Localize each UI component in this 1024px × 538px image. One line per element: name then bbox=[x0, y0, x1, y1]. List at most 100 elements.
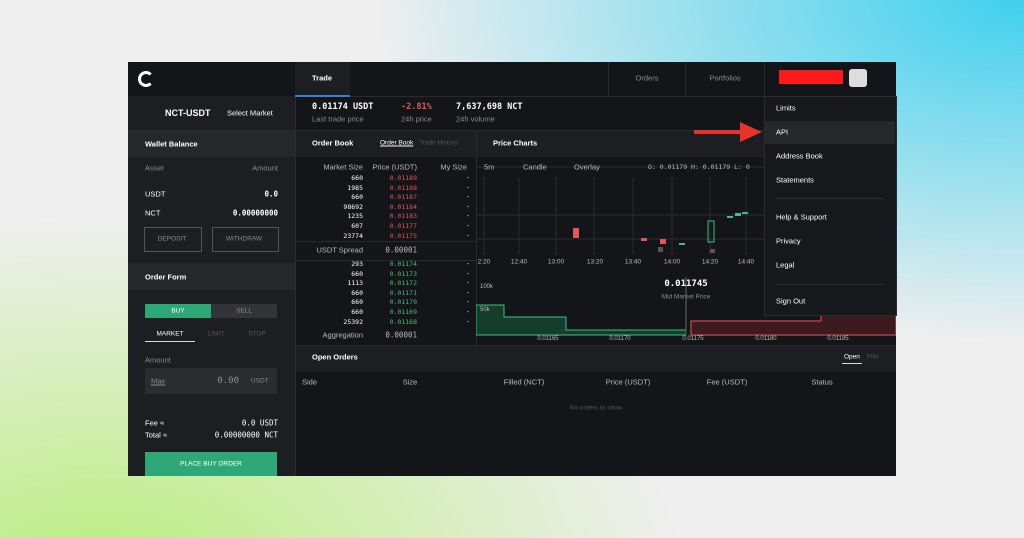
menu-item[interactable]: Help & Support bbox=[776, 212, 827, 222]
order-type[interactable]: LIMIT bbox=[207, 330, 225, 338]
menu-item[interactable]: Legal bbox=[776, 260, 795, 270]
column-header: Size bbox=[402, 377, 418, 387]
price: 0.01189 bbox=[389, 174, 417, 182]
divider bbox=[764, 62, 765, 96]
my-size: - bbox=[466, 193, 469, 201]
spread: 0.00001 bbox=[385, 245, 417, 255]
wallet-header bbox=[128, 130, 295, 157]
column-header: Price (USDT) bbox=[605, 377, 651, 387]
order-type[interactable]: MARKET bbox=[156, 330, 184, 338]
my-size: - bbox=[466, 279, 469, 287]
nav-tab[interactable]: Orders bbox=[635, 73, 659, 83]
order-type[interactable]: STOP bbox=[248, 330, 266, 338]
candles bbox=[573, 212, 748, 253]
market-select[interactable]: Select Market bbox=[227, 108, 273, 118]
chart-control[interactable]: Candle bbox=[523, 162, 547, 172]
my-size: - bbox=[466, 222, 469, 230]
price: 0.01187 bbox=[389, 193, 417, 202]
side[interactable]: SELL bbox=[236, 307, 252, 315]
my-size: - bbox=[466, 174, 469, 182]
column-header: Price (USDT) bbox=[372, 162, 417, 172]
ohlc: O: 0.01179 H: 0.01179 L: 0 bbox=[648, 163, 750, 171]
nav-tab[interactable]: Trade bbox=[311, 73, 333, 83]
menu-item[interactable]: Privacy bbox=[776, 236, 801, 246]
market-size: 1235 bbox=[347, 212, 363, 221]
top-bar bbox=[128, 62, 896, 97]
time-label: 14:00 bbox=[663, 258, 681, 266]
market-size: 1113 bbox=[347, 279, 363, 288]
mid-price: 0.011745 bbox=[664, 279, 708, 289]
aggregation-label: Aggregation bbox=[322, 330, 363, 340]
max-link[interactable]: Max bbox=[151, 376, 166, 386]
depth-y-label: 100k bbox=[480, 284, 494, 290]
chart-control[interactable]: 5m bbox=[484, 162, 495, 172]
time-label: 14:20 bbox=[701, 258, 719, 266]
aggregation: 0.00001 bbox=[385, 330, 417, 340]
section-title: Order Book bbox=[312, 138, 354, 148]
tab[interactable]: Fills bbox=[867, 353, 879, 361]
tab[interactable]: Order Book bbox=[380, 139, 414, 147]
open-tab-underline bbox=[842, 363, 862, 364]
price: 0.01174 bbox=[389, 260, 417, 268]
button-label[interactable]: DEPOSIT bbox=[157, 235, 187, 243]
column-header: Asset bbox=[145, 163, 164, 173]
section-title: Order Form bbox=[145, 272, 187, 282]
open-orders-header bbox=[296, 346, 896, 372]
spread-label: USDT Spread bbox=[316, 245, 363, 255]
market-size: 1985 bbox=[347, 183, 363, 192]
sell-toggle[interactable] bbox=[211, 304, 277, 318]
my-size: - bbox=[466, 260, 469, 268]
market-size: 660 bbox=[351, 174, 363, 182]
column-header: Market Size bbox=[323, 162, 363, 172]
chart-control[interactable]: Overlay bbox=[574, 162, 600, 172]
spread-band bbox=[296, 241, 476, 261]
my-size: - bbox=[466, 270, 469, 278]
menu-item[interactable]: API bbox=[776, 127, 789, 137]
deposit-button[interactable] bbox=[144, 227, 202, 252]
divider bbox=[608, 62, 609, 96]
trade-tab[interactable] bbox=[295, 62, 350, 97]
price: 0.01184 bbox=[389, 202, 417, 211]
my-size: - bbox=[466, 212, 469, 220]
market-size: 660 bbox=[351, 298, 363, 307]
my-size: - bbox=[466, 289, 469, 297]
price: 0.01171 bbox=[389, 288, 417, 297]
mid-price-label: Mid Market Price bbox=[661, 293, 711, 301]
market-pair: NCT-USDT bbox=[165, 108, 211, 118]
withdraw-button[interactable] bbox=[212, 227, 279, 252]
my-size: - bbox=[466, 298, 469, 306]
price-change: -2.81% bbox=[401, 102, 432, 112]
nav-tab[interactable]: Portfolios bbox=[709, 73, 741, 83]
fee: 0.0 USDT bbox=[241, 418, 278, 428]
depth-x-label: 0.01175 bbox=[682, 336, 704, 342]
tab[interactable]: Trade History bbox=[419, 139, 458, 147]
button-label[interactable]: WITHDRAW bbox=[225, 235, 263, 243]
tab[interactable]: Open bbox=[844, 353, 860, 361]
depth-x-label: 0.01165 bbox=[537, 336, 559, 342]
button-label[interactable]: PLACE BUY ORDER bbox=[180, 460, 242, 468]
amount-input[interactable] bbox=[145, 368, 277, 394]
menu-item[interactable]: Address Book bbox=[776, 151, 823, 161]
total: 0.00000000 NCT bbox=[214, 430, 278, 440]
market-size: 660 bbox=[351, 308, 363, 316]
menu-item[interactable]: Statements bbox=[776, 175, 814, 185]
column-header: My Size bbox=[440, 162, 467, 172]
avatar[interactable] bbox=[849, 69, 867, 87]
charts bbox=[476, 166, 896, 336]
menu-item[interactable]: Sign Out bbox=[776, 296, 806, 306]
price: 0.01168 bbox=[389, 317, 417, 326]
menu-item[interactable]: Limits bbox=[776, 103, 796, 113]
section-title: Open Orders bbox=[312, 352, 358, 362]
submit-button[interactable] bbox=[145, 452, 277, 476]
buy-toggle[interactable] bbox=[145, 304, 211, 318]
market-size: 607 bbox=[351, 222, 363, 230]
menu-highlight bbox=[765, 121, 895, 144]
column-header: Fee (USDT) bbox=[706, 377, 748, 387]
annotation-arrow bbox=[694, 122, 762, 142]
order-form-header bbox=[128, 263, 295, 290]
price: 0.01173 bbox=[389, 269, 417, 278]
amount-value: 0.00 bbox=[217, 376, 239, 386]
price: 0.01172 bbox=[389, 279, 417, 288]
menu-separator bbox=[776, 198, 884, 199]
side[interactable]: BUY bbox=[171, 307, 185, 315]
